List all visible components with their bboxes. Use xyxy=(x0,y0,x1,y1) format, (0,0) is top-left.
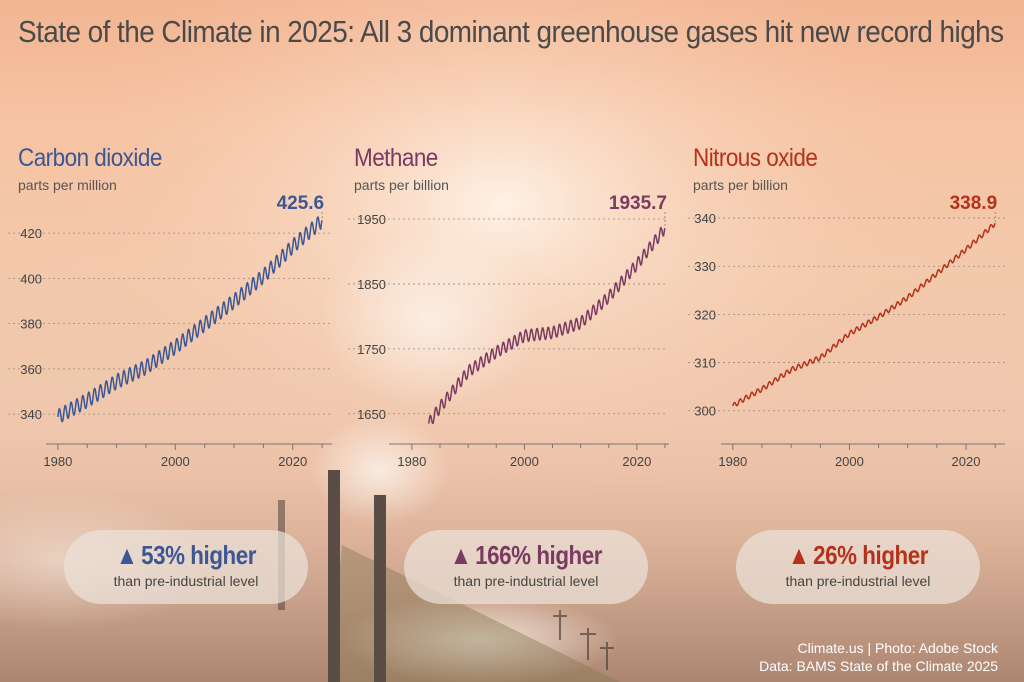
y-tick-label: 320 xyxy=(694,307,716,322)
methane-chart: 1650 1750 1850 1950 1980 2000 2020 1935.7 xyxy=(348,193,669,469)
latest-value-label: 338.9 xyxy=(950,193,998,214)
x-tick-label: 1980 xyxy=(43,454,72,469)
co2-chart-title: Carbon dioxide xyxy=(18,144,162,172)
x-tick-label: 1980 xyxy=(718,454,747,469)
y-tick-label: 1650 xyxy=(357,407,386,422)
co2-unit-label: parts per million xyxy=(18,177,117,193)
nitrous-oxide-chart: 300 310 320 330 340 1980 2000 2020 338.9 xyxy=(688,193,1006,469)
x-tick-label: 2000 xyxy=(835,454,864,469)
nitrous-oxide-unit-label: parts per billion xyxy=(693,177,788,193)
x-tick-label: 2020 xyxy=(278,454,307,469)
co2-increase-subtext: than pre-industrial level xyxy=(113,573,259,589)
y-tick-label: 340 xyxy=(694,211,716,226)
nitrous-oxide-increase-subtext: than pre-industrial level xyxy=(785,573,931,589)
data-credit: Data: BAMS State of the Climate 2025 xyxy=(759,658,998,674)
series-line xyxy=(57,216,323,423)
y-tick-label: 1950 xyxy=(357,212,386,227)
methane-comparison-pill: ▲ 166% higher than pre-industrial level xyxy=(404,530,648,604)
up-arrow-icon: ▲ xyxy=(115,540,138,570)
up-arrow-icon: ▲ xyxy=(449,540,472,570)
co2-comparison-pill: ▲ 53% higher than pre-industrial level xyxy=(64,530,308,604)
page-title: State of the Climate in 2025: All 3 domi… xyxy=(18,14,1004,49)
x-tick-label: 2020 xyxy=(622,454,651,469)
methane-increase-value: 166% higher xyxy=(475,540,603,570)
y-tick-label: 1750 xyxy=(357,342,386,357)
y-tick-label: 300 xyxy=(694,404,716,419)
up-arrow-icon: ▲ xyxy=(787,540,810,570)
latest-value-label: 425.6 xyxy=(277,193,325,214)
y-tick-label: 360 xyxy=(20,362,42,377)
series-line xyxy=(732,222,996,407)
methane-chart-title: Methane xyxy=(354,144,438,172)
nitrous-oxide-comparison-pill: ▲ 26% higher than pre-industrial level xyxy=(736,530,980,604)
latest-value-label: 1935.7 xyxy=(609,193,667,214)
y-tick-label: 380 xyxy=(20,317,42,332)
x-tick-label: 2000 xyxy=(510,454,539,469)
x-tick-label: 1980 xyxy=(397,454,426,469)
nitrous-oxide-chart-title: Nitrous oxide xyxy=(693,144,818,172)
series-line xyxy=(428,226,666,425)
photo-credit: Climate.us | Photo: Adobe Stock xyxy=(797,640,998,656)
y-tick-label: 420 xyxy=(20,226,42,241)
x-tick-label: 2000 xyxy=(161,454,190,469)
co2-chart: 340 360 380 400 420 1980 2000 2020 425.6 xyxy=(8,193,332,469)
y-tick-label: 340 xyxy=(20,407,42,422)
methane-increase-subtext: than pre-industrial level xyxy=(453,573,599,589)
x-tick-label: 2020 xyxy=(952,454,981,469)
y-tick-label: 330 xyxy=(694,259,716,274)
co2-increase-value: 53% higher xyxy=(141,540,257,570)
methane-unit-label: parts per billion xyxy=(354,177,449,193)
y-tick-label: 400 xyxy=(20,271,42,286)
nitrous-oxide-increase-value: 26% higher xyxy=(813,540,929,570)
y-tick-label: 310 xyxy=(694,356,716,371)
y-tick-label: 1850 xyxy=(357,277,386,292)
